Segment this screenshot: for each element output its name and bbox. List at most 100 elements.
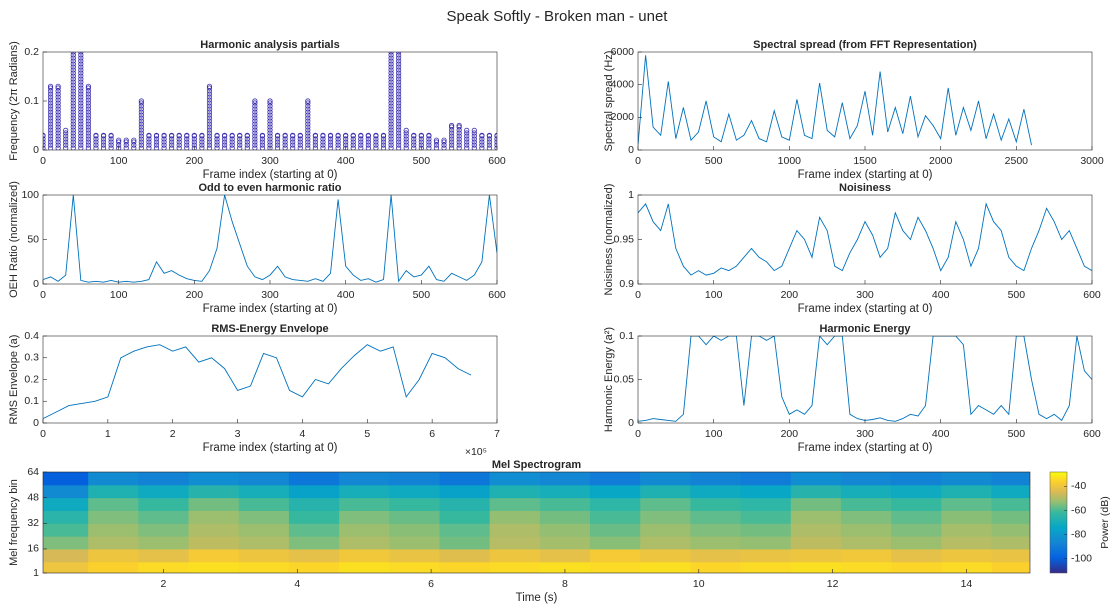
partial-circle — [206, 142, 213, 148]
partial-circle — [274, 142, 281, 148]
heatmap-cell — [43, 484, 89, 499]
partial-circle — [222, 139, 228, 145]
partial-circle — [47, 127, 54, 133]
partial-circle — [184, 132, 190, 138]
partial-circle — [388, 85, 394, 91]
partial-circle — [388, 130, 394, 136]
partial-circle — [388, 142, 394, 148]
partial-circle — [305, 145, 311, 150]
heatmap-cell — [590, 472, 641, 486]
partial-circle — [199, 145, 205, 150]
partial-circle — [252, 100, 258, 106]
partial-circle — [100, 136, 107, 142]
partial-circle — [464, 136, 470, 142]
partial-circle — [267, 118, 273, 124]
partial-circle — [47, 97, 54, 103]
y-tick-label: 0.1 — [24, 95, 39, 107]
partial-point — [70, 52, 76, 150]
partial-circle — [305, 124, 311, 130]
heatmap-cell — [389, 548, 440, 563]
axes-title: Noisiness — [839, 182, 891, 194]
partial-circle — [47, 112, 54, 118]
figure-title: Speak Softly - Broken man - unet — [447, 8, 669, 25]
partial-circle — [305, 98, 311, 104]
partial-circle — [365, 145, 371, 150]
partial-circle — [267, 98, 273, 104]
partial-circle — [396, 142, 402, 148]
partial-circle — [396, 127, 402, 133]
heatmap-cell — [991, 523, 1030, 537]
heatmap-cell — [88, 548, 139, 563]
partial-circle — [426, 136, 432, 142]
partial-circle — [206, 136, 213, 142]
partial-circle — [312, 142, 318, 148]
heatmap-cell — [88, 484, 139, 499]
partial-circle — [320, 132, 326, 138]
partial-point — [426, 132, 432, 150]
heatmap-cell — [188, 472, 240, 486]
colorbar-tick-label: -60 — [1071, 504, 1086, 516]
partial-circle — [85, 103, 92, 109]
partial-circle — [456, 124, 462, 130]
heatmap-cell — [238, 510, 290, 524]
partial-circle — [100, 142, 107, 148]
partial-circle — [63, 127, 69, 133]
partial-circle — [479, 142, 485, 148]
partial-point — [297, 132, 303, 150]
x-tick-label: 400 — [337, 155, 355, 167]
partial-circle — [418, 139, 424, 145]
partial-circle — [237, 136, 243, 142]
partial-circle — [55, 130, 61, 136]
partial-circle — [244, 145, 250, 150]
partial-circle — [396, 64, 402, 70]
colorbar-tick-label: -40 — [1071, 480, 1086, 492]
partial-circle — [365, 132, 371, 138]
partial-circle — [464, 130, 470, 136]
partial-circle — [471, 127, 477, 133]
partial-circle — [146, 142, 152, 148]
x-tick-label: 200 — [781, 289, 799, 301]
partial-circle — [43, 145, 46, 150]
heatmap-cell — [389, 484, 440, 499]
heatmap-cell — [339, 484, 390, 499]
heatmap-cell — [840, 510, 892, 524]
heatmap-cell — [640, 548, 691, 563]
partial-circle — [297, 136, 303, 142]
partial-circle — [267, 121, 273, 127]
partial-circle — [123, 137, 129, 143]
heatmap-cell — [991, 510, 1030, 524]
partial-circle — [85, 130, 92, 136]
colorbar-tick-label: -100 — [1071, 552, 1092, 564]
partial-circle — [456, 145, 462, 150]
partial-circle — [78, 73, 84, 79]
y-tick-label: 100 — [21, 189, 39, 201]
heatmap-cell — [439, 497, 491, 511]
partial-circle — [388, 139, 394, 145]
partial-circle — [388, 52, 394, 58]
partial-circle — [327, 132, 334, 138]
partial-circle — [448, 130, 455, 136]
heatmap-cell — [690, 510, 742, 524]
partial-circle — [237, 132, 243, 138]
partial-point — [43, 132, 46, 150]
partial-circle — [396, 61, 402, 67]
heatmap-cell — [439, 523, 491, 537]
partial-circle — [55, 97, 61, 103]
heatmap-cell — [991, 497, 1030, 511]
partial-circle — [388, 58, 394, 64]
plot-area — [43, 472, 1030, 573]
partial-circle — [108, 132, 114, 138]
heatmap-cell — [339, 472, 390, 486]
partial-circle — [85, 109, 92, 115]
partial-circle — [93, 132, 99, 138]
partial-circle — [78, 145, 84, 150]
partial-point — [456, 122, 462, 150]
heatmap-cell — [740, 561, 792, 573]
partial-circle — [252, 112, 258, 118]
partial-circle — [206, 91, 213, 97]
heatmap-cell — [740, 536, 792, 550]
partial-circle — [206, 109, 213, 115]
heatmap-cell — [288, 561, 340, 573]
partial-circle — [43, 139, 46, 145]
partial-circle — [274, 136, 281, 142]
